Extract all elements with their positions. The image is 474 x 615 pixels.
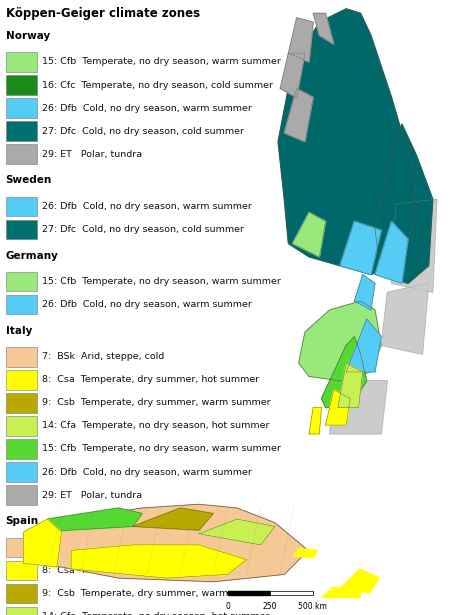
Polygon shape [280,53,305,97]
Text: Köppen-Geiger climate zones: Köppen-Geiger climate zones [6,7,200,20]
Text: 500 km: 500 km [299,602,327,611]
Polygon shape [375,124,433,284]
Bar [6,347,37,367]
Polygon shape [322,587,360,597]
Text: 29: ET   Polar, tundra: 29: ET Polar, tundra [43,491,143,499]
Polygon shape [338,363,363,407]
Bar [6,393,37,413]
Text: 26: Dfb  Cold, no dry season, warm summer: 26: Dfb Cold, no dry season, warm summer [43,467,252,477]
Polygon shape [38,508,142,532]
Bar [6,75,37,95]
Text: 26: Dfb  Cold, no dry season, warm summer: 26: Dfb Cold, no dry season, warm summer [43,202,252,211]
Polygon shape [355,274,375,310]
Text: 9:  Csb  Temperate, dry summer, warm summer: 9: Csb Temperate, dry summer, warm summe… [43,589,271,598]
Text: 250: 250 [263,602,277,611]
Bar [6,561,37,580]
Polygon shape [278,9,416,274]
Text: 26: Dfb  Cold, no dry season, warm summer: 26: Dfb Cold, no dry season, warm summer [43,103,252,113]
Polygon shape [71,545,246,578]
Polygon shape [133,508,213,530]
Polygon shape [199,519,275,545]
Polygon shape [309,407,321,434]
Polygon shape [381,284,428,354]
Text: 16: Cfc  Temperate, no dry season, cold summer: 16: Cfc Temperate, no dry season, cold s… [43,81,273,90]
Text: Sweden: Sweden [6,175,52,185]
Bar [6,52,37,72]
Text: 15: Cfb  Temperate, no dry season, warm summer: 15: Cfb Temperate, no dry season, warm s… [43,57,281,66]
Polygon shape [340,221,381,274]
Text: 27: Dfc  Cold, no dry season, cold summer: 27: Dfc Cold, no dry season, cold summer [43,127,245,135]
Bar [6,584,37,603]
Bar [6,485,37,505]
Bar [6,197,37,216]
Polygon shape [270,591,313,595]
Text: 0: 0 [225,602,230,611]
Polygon shape [330,381,387,434]
Bar [6,220,37,239]
Bar [6,295,37,314]
Bar [6,370,37,390]
Bar [6,439,37,459]
Text: 14: Cfa  Temperate, no dry season, hot summer: 14: Cfa Temperate, no dry season, hot su… [43,421,270,430]
Polygon shape [326,390,350,425]
Bar [6,121,37,141]
Text: 27: Dfc  Cold, no dry season, cold summer: 27: Dfc Cold, no dry season, cold summer [43,225,245,234]
Text: 14: Cfa  Temperate, no dry season, hot summer: 14: Cfa Temperate, no dry season, hot su… [43,612,270,615]
Polygon shape [313,14,334,44]
Polygon shape [375,221,408,284]
Text: 15: Cfb  Temperate, no dry season, warm summer: 15: Cfb Temperate, no dry season, warm s… [43,445,281,453]
Polygon shape [284,89,313,141]
Text: 7:  BSk  Arid, steppe, cold: 7: BSk Arid, steppe, cold [43,543,164,552]
Polygon shape [299,301,381,381]
Text: 8:  Csa  Temperate, dry summer, hot summer: 8: Csa Temperate, dry summer, hot summer [43,566,260,575]
Bar [6,98,37,118]
Text: 7:  BSk  Arid, steppe, cold: 7: BSk Arid, steppe, cold [43,352,164,362]
Polygon shape [24,519,62,567]
Bar [6,272,37,292]
Text: 26: Dfb  Cold, no dry season, warm summer: 26: Dfb Cold, no dry season, warm summer [43,300,252,309]
Text: Spain: Spain [6,517,39,526]
Text: Norway: Norway [6,31,50,41]
Text: 8:  Csa  Temperate, dry summer, hot summer: 8: Csa Temperate, dry summer, hot summer [43,375,260,384]
Polygon shape [392,199,437,292]
Polygon shape [294,549,318,558]
Polygon shape [321,336,367,407]
Polygon shape [24,504,308,582]
Text: 29: ET   Polar, tundra: 29: ET Polar, tundra [43,149,143,159]
Polygon shape [346,319,381,372]
Polygon shape [292,213,326,257]
Bar [6,416,37,435]
Polygon shape [341,569,379,593]
Text: Italy: Italy [6,326,32,336]
Text: 9:  Csb  Temperate, dry summer, warm summer: 9: Csb Temperate, dry summer, warm summe… [43,399,271,408]
Bar [6,145,37,164]
Text: Germany: Germany [6,251,58,261]
Bar [6,606,37,615]
Bar [6,538,37,557]
Bar [6,462,37,482]
Polygon shape [288,18,313,62]
Text: 15: Cfb  Temperate, no dry season, warm summer: 15: Cfb Temperate, no dry season, warm s… [43,277,281,286]
Polygon shape [228,591,270,595]
